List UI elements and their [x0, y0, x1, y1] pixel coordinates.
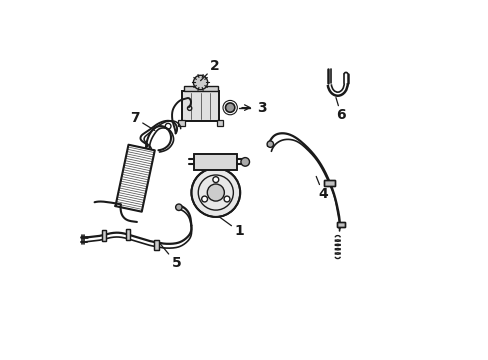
Bar [324, 180, 334, 186]
Bar [324, 180, 334, 186]
Bar [125, 229, 130, 239]
Circle shape [212, 177, 218, 183]
Circle shape [175, 204, 182, 211]
Text: 4: 4 [316, 176, 327, 201]
Bar [194, 154, 237, 170]
Bar [183, 86, 217, 91]
Text: 7: 7 [130, 111, 155, 131]
Bar [336, 222, 344, 227]
Circle shape [201, 196, 207, 202]
Circle shape [193, 75, 207, 90]
Circle shape [241, 158, 249, 166]
Text: 2: 2 [200, 59, 219, 81]
Circle shape [266, 141, 273, 147]
Circle shape [225, 103, 234, 112]
Bar [336, 222, 344, 227]
Bar [102, 230, 106, 240]
Bar [125, 229, 130, 239]
Bar [194, 154, 237, 170]
Bar [182, 91, 219, 121]
Bar [102, 230, 106, 240]
Text: 6: 6 [335, 98, 346, 122]
Circle shape [207, 184, 224, 201]
Bar [178, 120, 184, 126]
Text: 5: 5 [160, 244, 181, 270]
Bar [182, 91, 219, 121]
Circle shape [224, 196, 229, 202]
Bar [216, 120, 223, 126]
Bar [154, 239, 159, 250]
Bar [154, 239, 159, 250]
Text: 1: 1 [219, 217, 244, 238]
Text: 3: 3 [242, 100, 266, 114]
Circle shape [191, 168, 240, 217]
